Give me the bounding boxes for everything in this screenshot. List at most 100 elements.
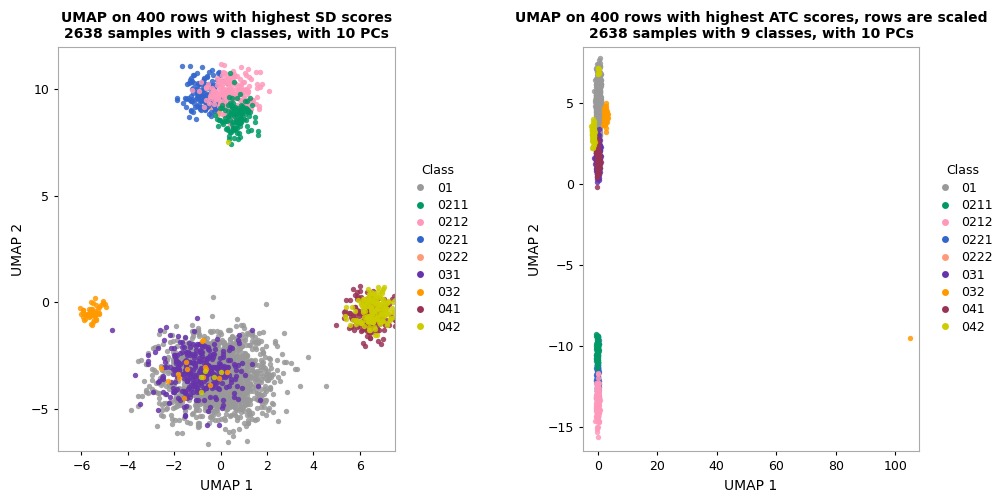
Point [592,106,608,114]
Point [135,376,151,385]
Point [224,348,240,356]
Point [198,375,214,383]
Point [367,296,383,304]
Point [233,80,249,88]
Point [222,338,238,346]
Point [235,359,251,367]
Point [592,82,608,90]
Point [590,411,606,419]
Point [193,354,209,362]
Point [226,91,242,99]
Point [590,368,606,376]
Point [589,91,605,99]
Point [219,400,235,408]
Point [590,79,606,87]
Point [161,363,177,371]
Point [358,302,374,310]
Point [176,414,193,422]
Point [198,377,214,385]
Point [589,409,605,417]
Point [182,369,199,377]
Point [235,358,251,366]
Point [590,366,606,374]
Point [197,380,213,388]
Point [222,378,238,386]
Point [200,80,216,88]
Point [590,406,606,414]
Point [590,346,606,354]
Point [591,162,607,170]
Point [585,132,601,140]
Point [592,138,608,146]
Point [591,70,607,78]
Point [375,318,391,326]
Point [227,386,243,394]
Point [205,407,221,415]
Point [366,308,382,317]
Point [589,140,605,148]
Point [355,312,371,320]
Point [215,363,231,371]
Point [225,124,241,132]
Point [372,311,388,320]
Point [239,363,255,371]
Point [589,392,605,400]
Point [202,352,218,360]
Point [590,144,606,152]
Point [211,359,227,367]
Point [592,97,608,105]
Point [596,110,612,118]
Point [222,376,238,384]
Point [591,97,607,105]
Point [590,99,606,107]
Point [589,155,605,163]
Point [186,391,203,399]
Point [374,316,390,324]
Point [157,323,173,331]
Point [589,164,605,172]
Point [355,308,371,317]
Point [590,76,606,84]
Point [597,120,613,128]
Point [592,157,608,165]
Point [589,405,605,413]
Point [220,112,236,120]
Point [192,80,208,88]
Point [589,379,605,387]
Point [589,100,605,108]
Point [205,87,221,95]
Point [200,383,216,391]
Point [590,108,606,116]
Point [187,103,204,111]
Point [591,171,607,179]
Point [190,403,206,411]
Point [597,118,613,126]
Point [241,341,257,349]
Point [218,383,234,391]
Point [591,97,607,105]
Point [591,105,607,113]
Point [359,309,375,317]
Point [585,125,601,133]
Point [172,349,188,357]
Point [589,59,605,68]
Point [241,410,257,418]
Point [590,98,606,106]
Point [253,369,269,377]
Point [590,105,606,113]
Point [591,112,607,120]
Point [592,109,608,117]
Point [590,103,606,111]
Point [589,84,605,92]
Point [585,135,601,143]
Point [359,295,375,303]
Point [200,401,216,409]
Point [227,353,243,361]
Point [590,156,606,164]
Point [257,385,273,393]
Point [170,399,186,407]
Point [229,120,245,129]
Point [212,381,228,389]
Point [236,105,252,113]
Point [202,403,218,411]
